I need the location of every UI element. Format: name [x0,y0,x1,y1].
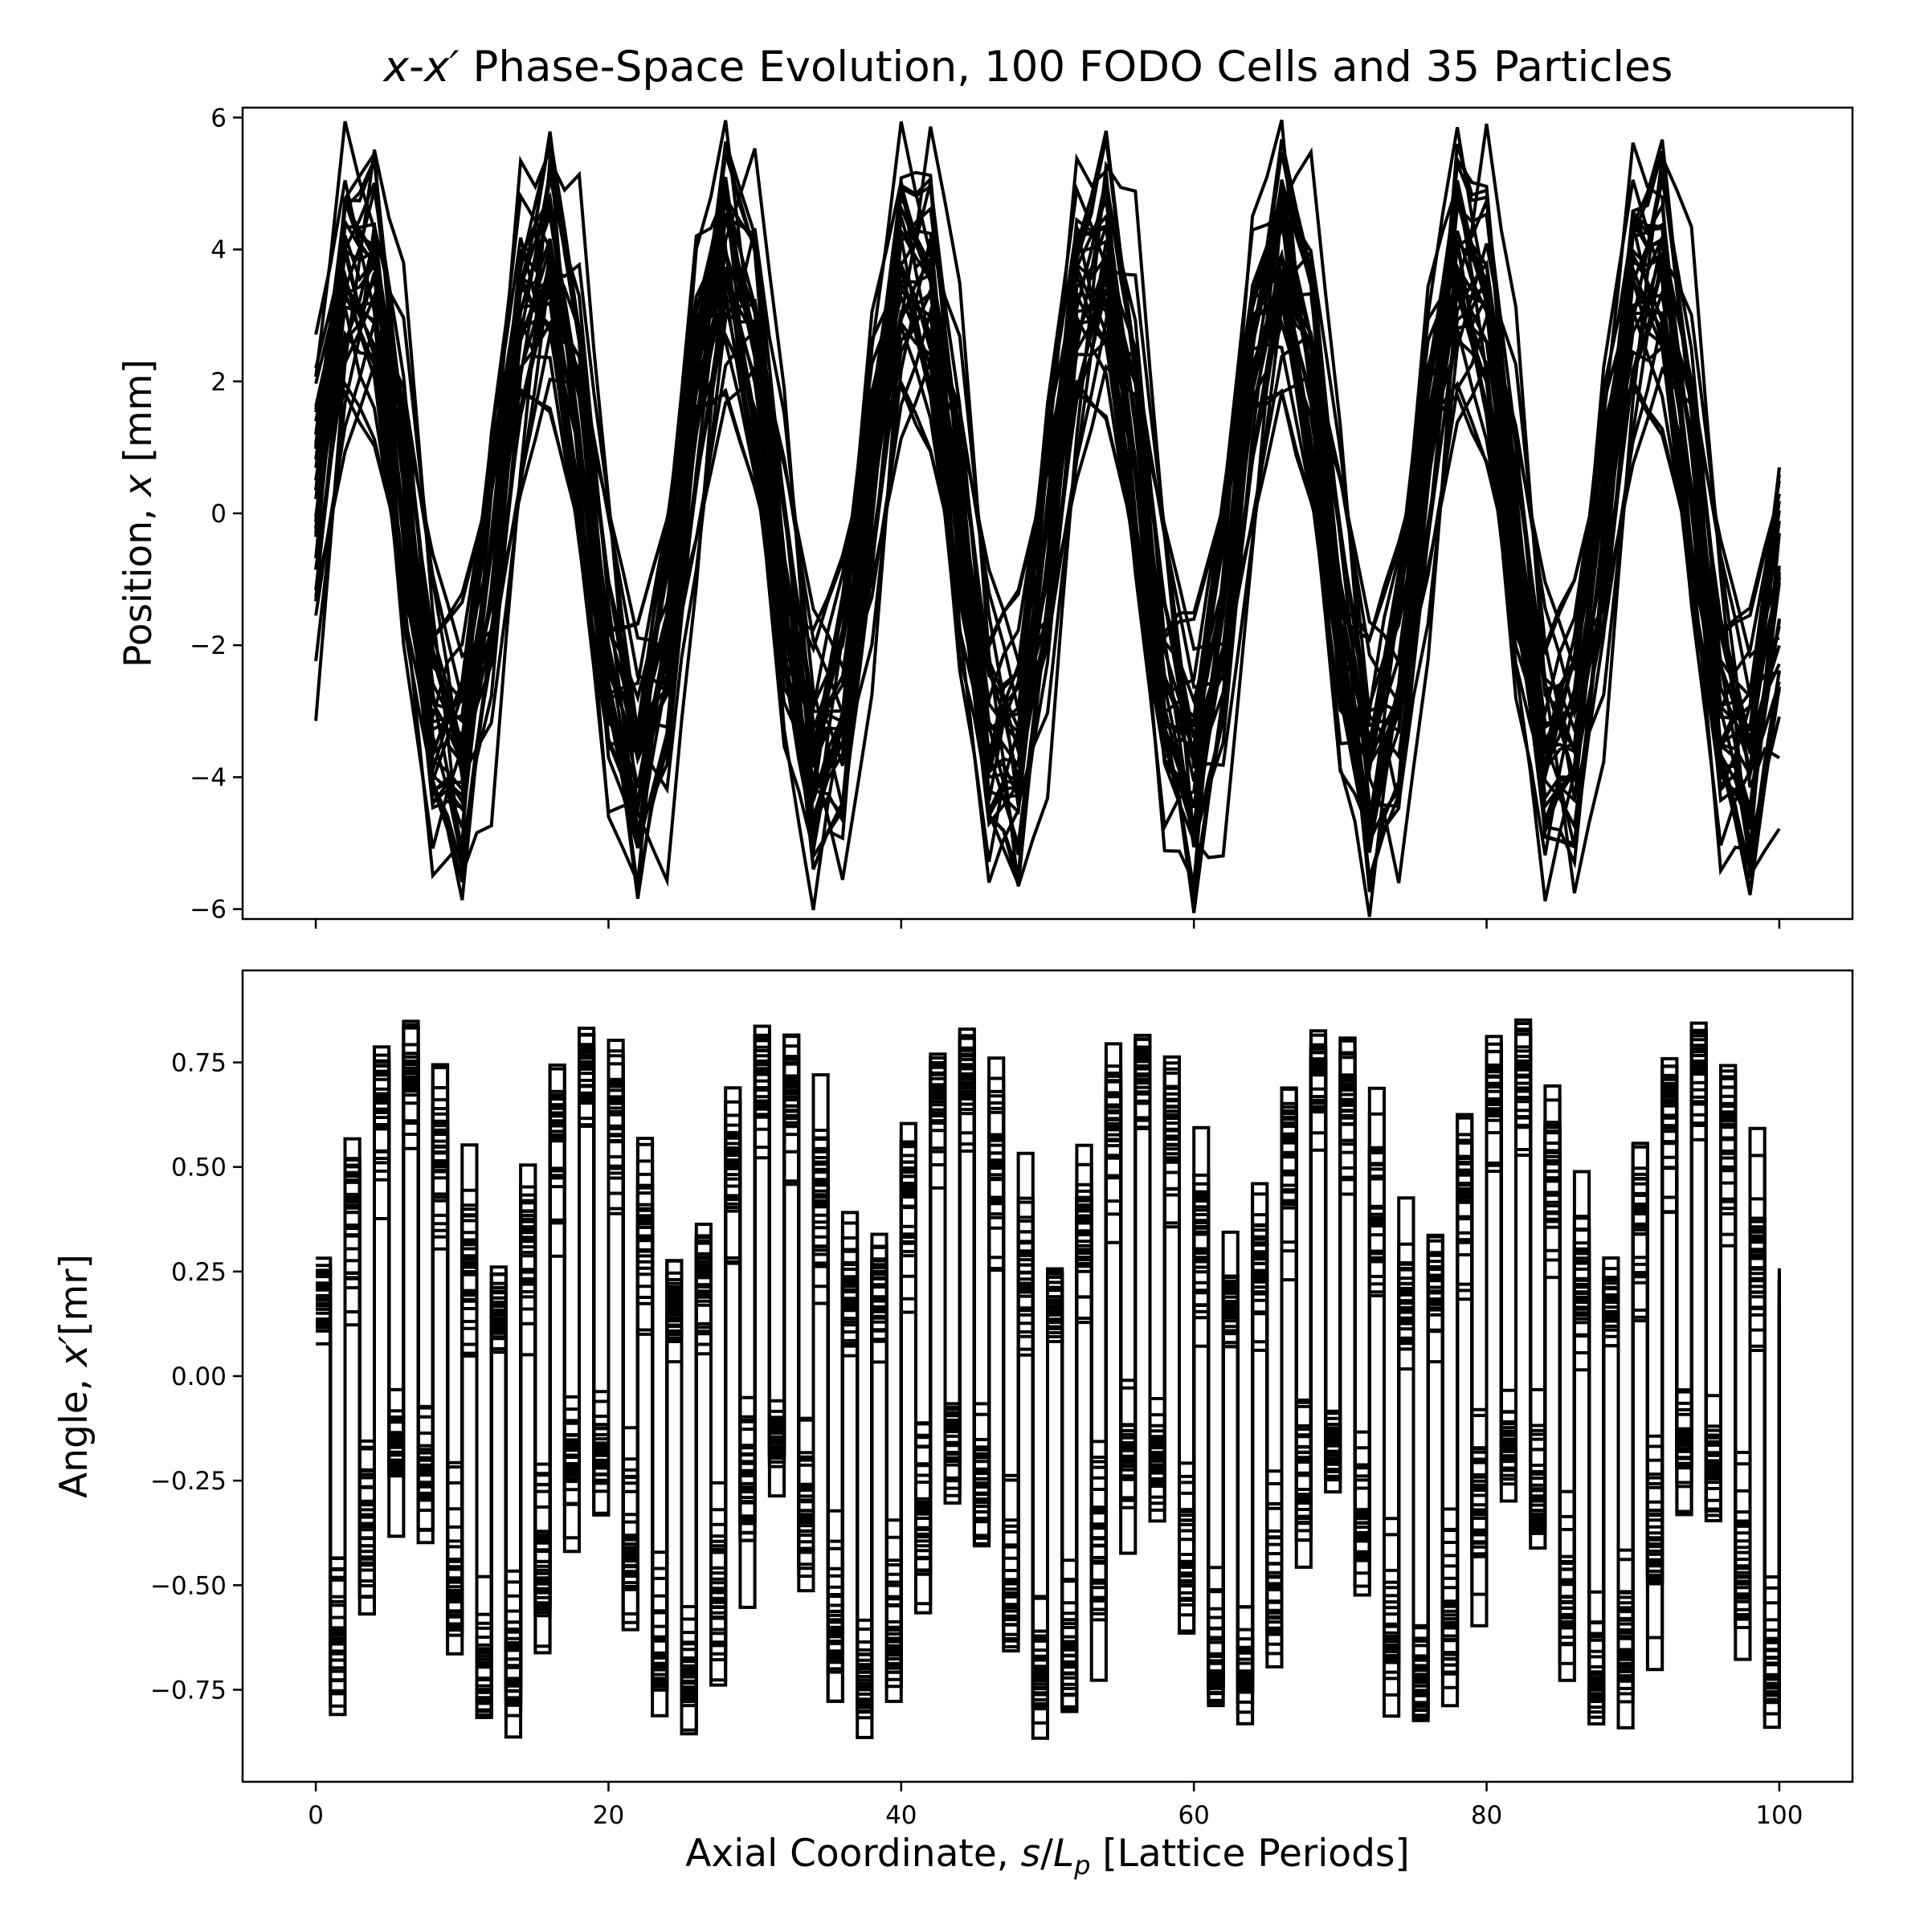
position-y-axis-label: Position, x [mm] [116,359,161,668]
angle-series-group [316,1018,1781,1740]
angle-ytick-label-1: −0.50 [150,1571,227,1600]
position-series-group [314,119,1781,917]
chart-title: x-x′ Phase-Space Evolution, 100 FODO Cel… [382,43,1673,92]
angle-xtick-label-1: 20 [593,1801,624,1830]
title-var-x: x [382,43,410,92]
position-ytick-label-5: 4 [210,236,227,265]
position-ytick-label-4: 2 [210,368,227,397]
angle-ytick-label-2: −0.25 [150,1467,227,1496]
angle-ytick-label-0: −0.75 [150,1676,227,1705]
position-panel: −6 −4 −2 0 2 4 6 Position, x [mm] [116,104,1854,929]
position-ytick-label-3: 0 [210,500,227,529]
xlabel-prefix: Axial Coordinate, [685,1832,1020,1876]
position-ylabel-prefix: Position, [116,496,161,668]
angle-ylabel-prime: ′ [52,1335,96,1344]
angle-ylabel-suffix: [mr] [52,1254,96,1336]
position-ytick-label-2: −2 [190,631,227,660]
x-axis-label: Axial Coordinate, s/Lp [Lattice Periods] [685,1832,1409,1881]
position-ylabel-suffix: [mm] [116,359,161,474]
angle-xtick-label-3: 60 [1178,1801,1209,1830]
angle-ytick-label-6: 0.75 [171,1049,227,1078]
angle-ylabel-var: x [52,1343,96,1368]
position-ytick-label-1: −4 [190,763,227,792]
title-prime: ′ [450,43,460,92]
angle-panel: −0.75 −0.50 −0.25 0.00 0.25 0.50 0.75 0 20 40 60 8… [52,969,1854,1881]
angle-ytick-label-5: 0.50 [171,1154,227,1182]
xlabel-var-s: s [1021,1832,1041,1876]
xlabel-subscript-p: p [1073,1850,1090,1881]
title-separator: - [409,43,424,92]
xlabel-var-L: L [1053,1832,1074,1876]
position-particle-line-34 [314,170,1781,862]
angle-xtick-label-0: 0 [308,1801,324,1830]
xlabel-slash: / [1040,1832,1053,1876]
position-x-ticks [314,919,1781,929]
title-var-xprime: x [423,43,450,92]
position-y-ticks: −6 −4 −2 0 2 4 6 [190,104,243,925]
angle-particle-line-35 [316,1052,1781,1709]
angle-ylabel-prefix: Angle, [52,1366,96,1498]
xlabel-suffix: [Lattice Periods] [1090,1832,1409,1876]
angle-ytick-label-3: 0.00 [171,1362,227,1391]
position-ytick-label-0: −6 [190,896,227,925]
angle-ytick-label-4: 0.25 [171,1258,227,1287]
position-ylabel-var: x [116,473,161,498]
angle-y-ticks: −0.75 −0.50 −0.25 0.00 0.25 0.50 0.75 [150,1049,243,1705]
position-ytick-label-6: 6 [210,104,227,133]
title-rest: Phase-Space Evolution, 100 FODO Cells an… [460,43,1673,92]
angle-x-ticks: 0 20 40 60 80 100 [308,1782,1803,1830]
position-particle-line-35 [314,214,1781,828]
angle-xtick-label-5: 100 [1755,1801,1803,1830]
angle-xtick-label-2: 40 [885,1801,917,1830]
angle-xtick-label-4: 80 [1471,1801,1502,1830]
angle-y-axis-label: Angle, x′[mr] [52,1254,96,1498]
